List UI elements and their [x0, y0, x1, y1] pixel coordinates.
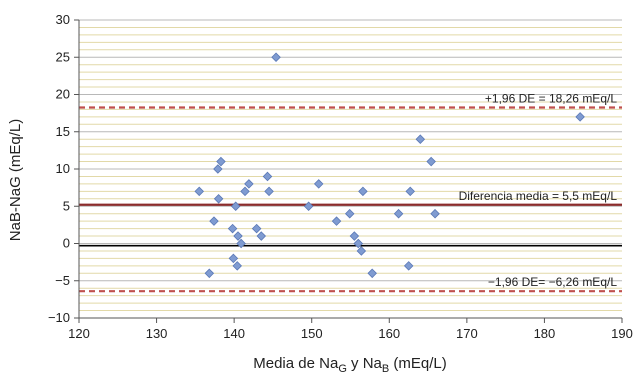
data-point	[240, 186, 250, 197]
data-point	[353, 238, 364, 249]
x-tick-label: 170	[456, 326, 478, 341]
data-point	[264, 186, 274, 197]
data-point	[405, 186, 415, 197]
axes	[74, 19, 623, 323]
data-point	[393, 208, 404, 219]
x-tick-label: 130	[146, 326, 168, 341]
data-point	[331, 216, 342, 226]
annotations: +1,96 DE = 18,26 mEq/L Diferencia media =…	[459, 91, 618, 289]
data-point	[194, 186, 205, 197]
data-point	[204, 268, 215, 279]
data-point	[367, 268, 377, 279]
data-point	[232, 261, 243, 271]
x-axis-title-sub-b: B	[382, 363, 389, 375]
data-point	[233, 231, 243, 241]
y-tick-label: 0	[63, 236, 70, 251]
data-point	[213, 194, 224, 204]
data-point	[216, 156, 226, 167]
x-axis-title-suffix: (mEq/L)	[389, 355, 447, 372]
y-tick-label: −10	[48, 310, 70, 325]
data-point	[349, 231, 360, 241]
y-tick-label: 5	[63, 198, 70, 213]
y-tick-label: 20	[56, 87, 70, 102]
x-tick-label: 160	[378, 326, 400, 341]
data-points	[194, 52, 585, 279]
data-point	[213, 164, 223, 174]
y-tick-label: 10	[56, 161, 70, 176]
y-axis-title: NaB-NaG (mEq/L)	[7, 119, 24, 242]
data-point	[403, 261, 414, 271]
y-tick-labels: −10 −5 0 5 10 15 20 25 30	[48, 12, 70, 325]
data-point	[244, 179, 254, 189]
gridlines	[79, 19, 622, 319]
data-point	[271, 52, 281, 63]
y-tick-label: −5	[55, 273, 70, 288]
data-point	[230, 201, 241, 212]
data-point	[236, 238, 246, 249]
y-tick-label: 30	[56, 12, 70, 27]
y-tick-label: 25	[56, 49, 70, 64]
x-tick-label: 180	[534, 326, 556, 341]
data-point	[415, 134, 426, 144]
reference-lines	[79, 106, 622, 293]
data-point	[262, 171, 273, 182]
reference-line-label: +1,96 DE = 18,26 mEq/L	[485, 91, 617, 105]
data-point	[430, 208, 440, 219]
data-point	[344, 208, 355, 219]
x-axis-title-middle: y Na	[347, 355, 383, 372]
x-tick-label: 150	[301, 326, 323, 341]
data-point	[256, 231, 267, 241]
x-axis-title-sub-g: G	[338, 363, 347, 375]
data-point	[575, 112, 585, 122]
data-point	[251, 223, 262, 234]
data-point	[209, 216, 219, 226]
data-point	[303, 201, 314, 212]
reference-line-label: Diferencia media = 5,5 mEq/L	[459, 189, 618, 203]
data-point	[356, 246, 367, 256]
x-tick-labels: 120 130 140 150 160 170 180 190	[68, 326, 633, 341]
x-tick-label: 120	[68, 326, 90, 341]
data-point	[358, 186, 368, 197]
x-axis-title: Media de NaG y NaB (mEq/L)	[253, 355, 447, 375]
data-point	[227, 223, 238, 234]
reference-line-label: −1,96 DE= −6,26 mEq/L	[488, 275, 617, 289]
y-tick-label: 15	[56, 124, 70, 139]
x-axis-title-prefix: Media de Na	[253, 355, 339, 372]
data-point	[228, 253, 239, 264]
x-tick-label: 140	[223, 326, 245, 341]
x-tick-label: 190	[611, 326, 633, 341]
data-point	[426, 156, 436, 167]
data-point	[313, 179, 324, 189]
